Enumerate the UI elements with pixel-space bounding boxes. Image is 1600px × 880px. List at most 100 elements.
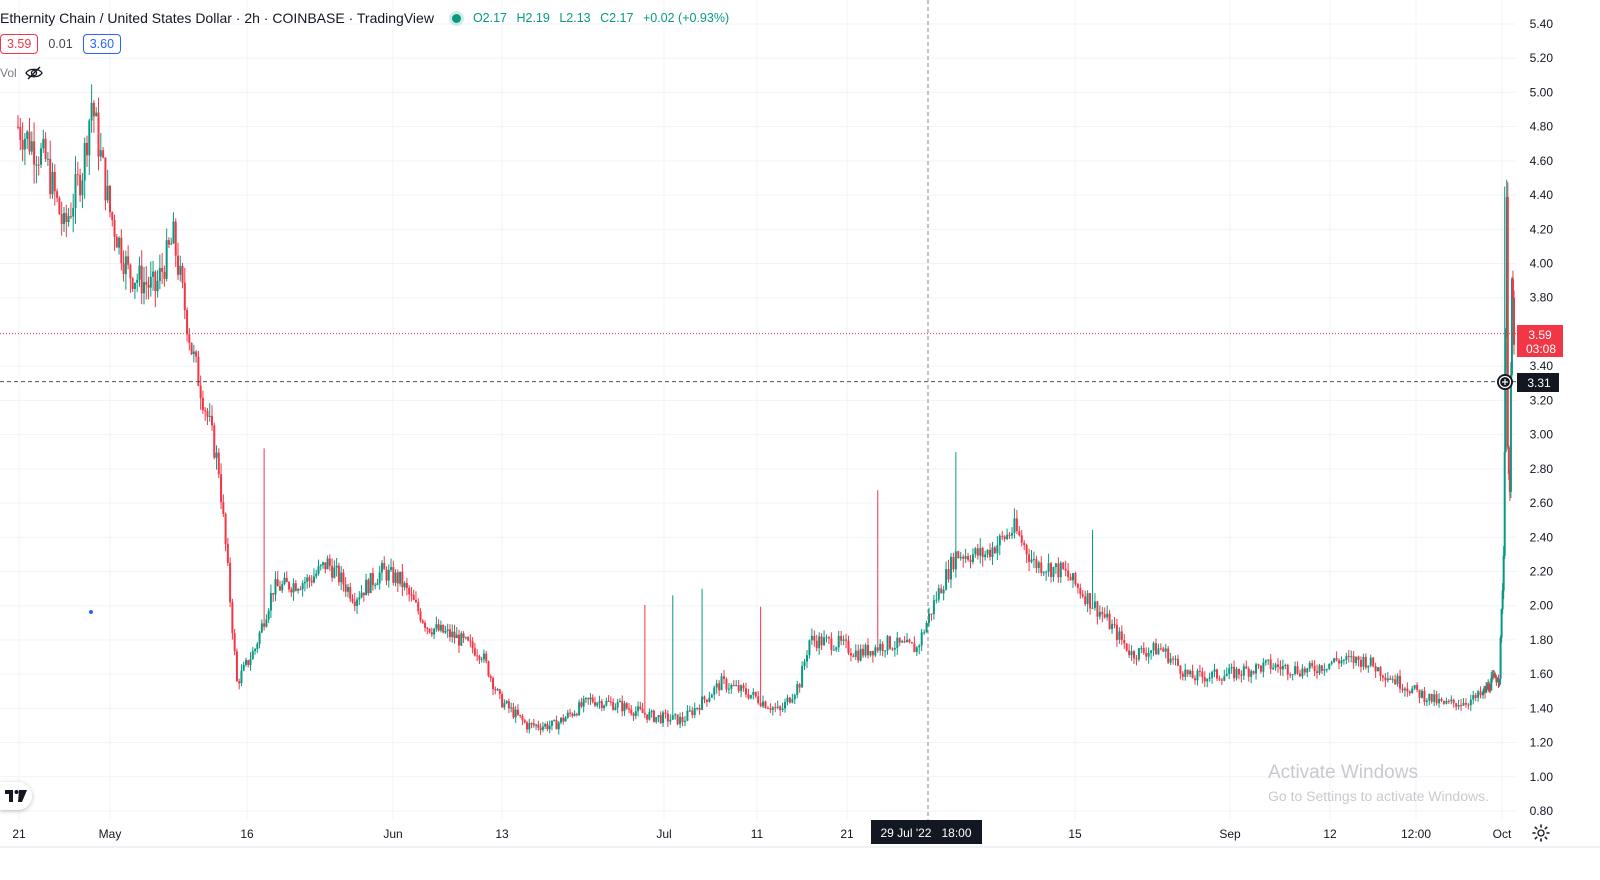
candle [1377, 666, 1380, 672]
candle [1277, 658, 1279, 673]
candle [152, 260, 155, 291]
gear-icon[interactable] [1532, 824, 1550, 842]
candle [603, 704, 606, 711]
candle [179, 255, 182, 282]
candle [1164, 643, 1167, 659]
price-axis[interactable]: 0.80 1.00 1.20 1.40 1.60 1.80 2.00 2.20 2.40 2.60… [1530, 17, 1554, 818]
candle [942, 585, 945, 601]
candle [1306, 667, 1309, 678]
candle [1416, 682, 1419, 693]
candle [628, 703, 631, 714]
candle [369, 572, 372, 594]
x-tick-label: Jul [656, 827, 671, 841]
candle [111, 211, 114, 227]
candle [1272, 663, 1275, 671]
eye-off-icon[interactable] [24, 66, 43, 80]
candle [473, 642, 476, 657]
candle [764, 700, 767, 709]
candle [1374, 662, 1377, 678]
candle [1113, 617, 1116, 629]
candle [138, 256, 141, 287]
volume-indicator-legend[interactable]: Vol [0, 66, 43, 80]
candle [251, 647, 254, 660]
tradingview-logo-icon[interactable] [0, 782, 32, 810]
candle [1157, 643, 1160, 655]
candle [1500, 608, 1503, 643]
candle [715, 679, 718, 694]
candle [494, 686, 497, 695]
candle [688, 706, 691, 713]
crosshair-plus-icon[interactable] [1497, 374, 1513, 390]
y-tick-label: 5.20 [1530, 51, 1554, 65]
y-tick-label: 2.00 [1530, 599, 1554, 613]
candle [1505, 179, 1508, 338]
candle [104, 157, 107, 211]
candle [97, 97, 100, 171]
candle [923, 629, 926, 635]
time-axis[interactable]: 21 May 16 Jun 13 Jul 11 21 15 Sep 12 12:00 Oct [12, 827, 1512, 841]
y-tick-label: 2.20 [1530, 564, 1554, 578]
candle [356, 597, 359, 614]
candle [399, 571, 402, 587]
candle [618, 698, 621, 703]
candle [72, 193, 75, 233]
candle [102, 146, 105, 159]
candle [781, 702, 784, 712]
candle [272, 593, 275, 602]
candle [541, 721, 544, 733]
candle [643, 604, 646, 719]
candle [1411, 685, 1414, 694]
candle [1237, 668, 1240, 680]
candle [1179, 665, 1182, 680]
candle [1079, 583, 1082, 599]
candle [1510, 277, 1513, 378]
candle [1386, 672, 1389, 683]
candle [528, 718, 531, 734]
candle [1502, 546, 1505, 600]
candle [507, 698, 510, 714]
candle [708, 691, 711, 703]
candle [1072, 572, 1074, 588]
symbol-title[interactable]: Ethernity Chain / United States Dollar ·… [0, 10, 434, 26]
candle [480, 656, 483, 663]
candle [462, 631, 465, 643]
candle [489, 674, 492, 683]
buy-button[interactable]: 3.60 [82, 34, 122, 54]
candle [1396, 673, 1399, 687]
candle [1106, 605, 1109, 621]
candle [519, 714, 522, 719]
candle [335, 557, 338, 577]
candle [1191, 664, 1194, 679]
candle [136, 273, 139, 292]
candle [1050, 561, 1053, 583]
x-tick-label: 16 [240, 827, 254, 841]
bar-countdown-label: 03:08 [1526, 342, 1556, 356]
candle [940, 584, 943, 594]
candle [127, 245, 130, 270]
candle [120, 229, 123, 271]
candle [1186, 669, 1189, 677]
candle [26, 130, 29, 149]
candle [53, 164, 56, 206]
candle [1032, 551, 1035, 569]
candle [1342, 659, 1345, 665]
ohlc-high: H2.19 [516, 11, 550, 25]
candle [959, 551, 962, 561]
candle [937, 584, 940, 603]
candle [176, 242, 179, 280]
candle [915, 646, 918, 656]
candle [235, 648, 238, 682]
candle [1316, 664, 1319, 679]
candle [1145, 647, 1148, 661]
candle [421, 619, 424, 624]
market-status-dot [451, 13, 461, 23]
candle [1513, 290, 1515, 355]
candle [140, 250, 143, 305]
sell-button[interactable]: 3.59 [0, 34, 39, 54]
candle [331, 558, 334, 582]
candle [430, 627, 433, 637]
candle [378, 565, 381, 590]
x-tick-label: 12:00 [1401, 827, 1431, 841]
candle [1479, 686, 1482, 699]
